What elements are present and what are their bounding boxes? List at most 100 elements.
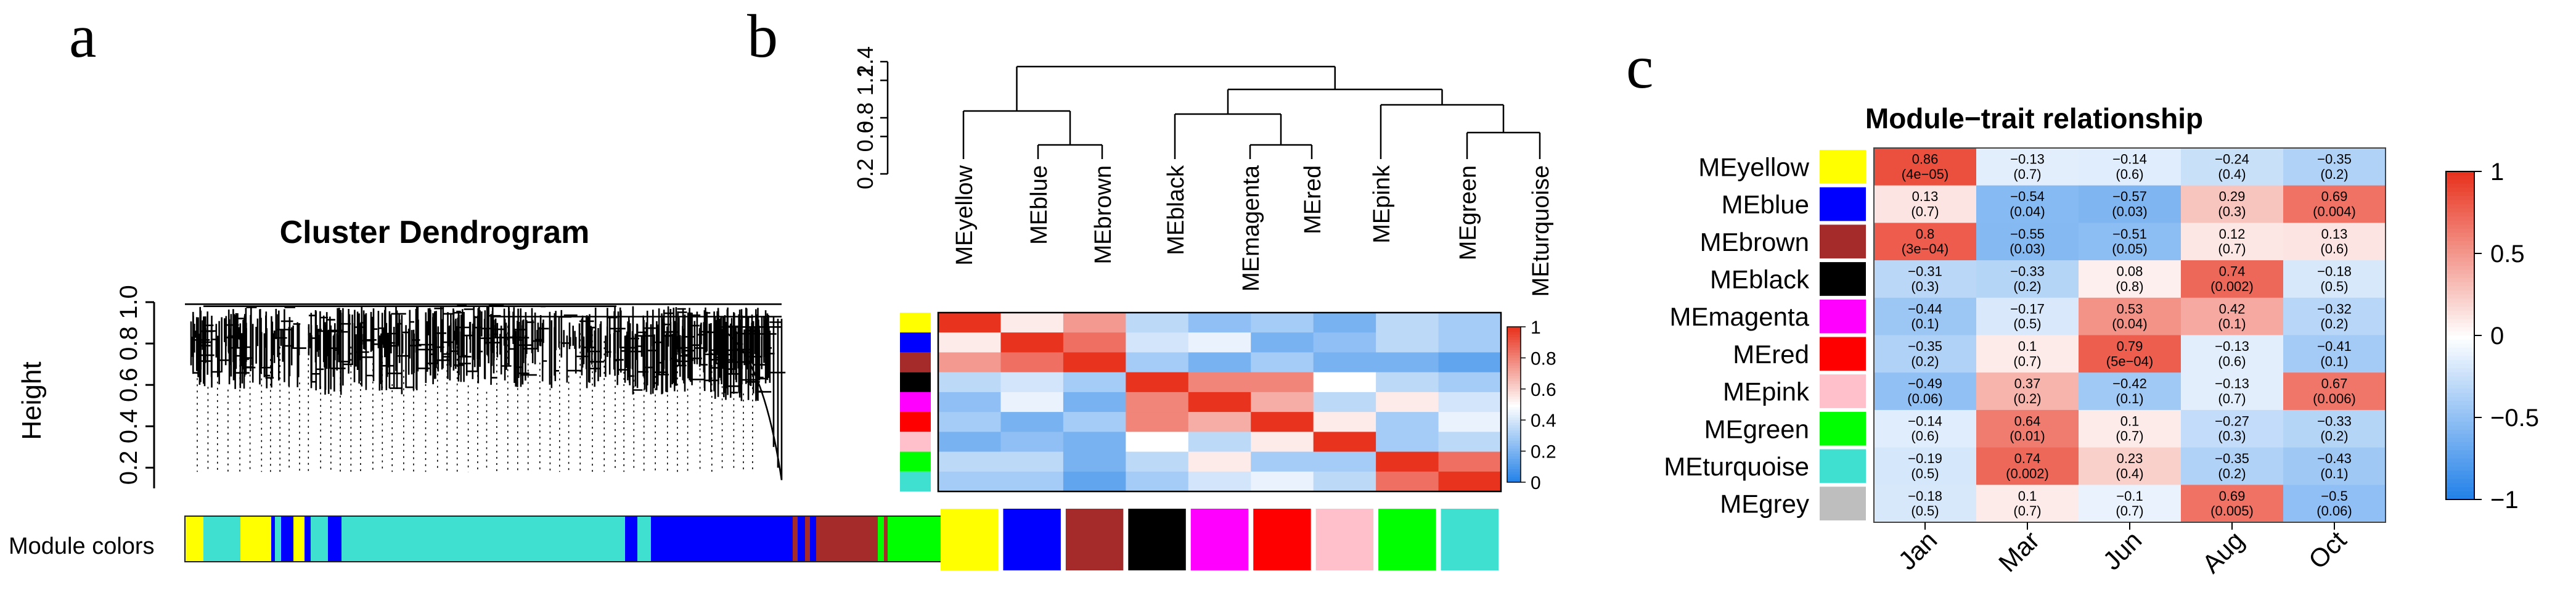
adjacency-colorbar-step: [1507, 438, 1521, 441]
module-trait-pvalue: (0.05): [2112, 241, 2147, 257]
module-trait-correlation: −0.17: [2010, 301, 2045, 316]
adjacency-colorbar-step: [1507, 405, 1521, 408]
adjacency-colorbar-step: [1507, 412, 1521, 416]
adjacency-colorbar-step: [1507, 329, 1521, 332]
adjacency-column-color: [1003, 509, 1061, 570]
correlation-legend-step: [2446, 212, 2474, 217]
adjacency-cell: [1000, 471, 1064, 492]
adjacency-colorbar-step: [1507, 379, 1521, 382]
module-trait-pvalue: (0.7): [2116, 429, 2143, 444]
module-trait-pvalue: (0.6): [2320, 241, 2348, 257]
adjacency-colorbar-step: [1507, 456, 1521, 459]
dendrogram-leaf-drops: [197, 326, 753, 472]
module-color-band: [328, 516, 341, 562]
module-trait-correlation: −0.44: [1908, 301, 1942, 316]
module-row-color: [1820, 299, 1866, 334]
adjacency-cell: [1376, 352, 1439, 373]
module-trait-cell: [2283, 297, 2386, 335]
correlation-legend-step: [2446, 413, 2474, 418]
correlation-legend-step: [2446, 171, 2474, 176]
module-trait-correlation: −0.55: [2010, 226, 2045, 242]
module-trait-pvalue: (3e−04): [1902, 241, 1948, 257]
adjacency-colorbar-step: [1507, 373, 1521, 377]
correlation-legend-step: [2446, 433, 2474, 438]
correlation-legend-step: [2446, 290, 2474, 295]
adjacency-cell: [1063, 313, 1126, 333]
module-trait-cell: [2079, 260, 2181, 298]
adjacency-cell: [1188, 313, 1251, 333]
adjacency-colorbar-step: [1507, 440, 1521, 444]
module-row-color: [1820, 187, 1866, 221]
module-colors-bar: [184, 515, 968, 562]
module-color-band: [878, 516, 884, 562]
module-trait-correlation: −0.18: [1908, 488, 1942, 504]
module-trait-correlation: 0.79: [2117, 339, 2143, 354]
adjacency-colorbar-border: [1507, 326, 1521, 483]
adjacency-cell: [1438, 392, 1502, 413]
adjacency-colorbar-step: [1507, 401, 1521, 405]
module-trait-correlation: 0.12: [2219, 226, 2246, 242]
adjacency-cell: [938, 432, 1001, 453]
adjacency-cell: [1063, 372, 1126, 393]
module-trait-correlation: 0.67: [2321, 376, 2348, 392]
correlation-legend-step: [2446, 388, 2474, 393]
correlation-legend-step: [2446, 470, 2474, 475]
module-trait-correlation: 0.69: [2321, 189, 2348, 204]
adjacency-row-color: [900, 412, 931, 432]
module-trait-correlation: −0.49: [1908, 376, 1942, 392]
adjacency-cell: [1313, 313, 1376, 333]
correlation-legend-step: [2446, 327, 2474, 332]
module-trait-correlation: −0.57: [2112, 189, 2147, 204]
adjacency-column-color: [1378, 509, 1436, 570]
dendro-tick-label: 1.4: [853, 46, 878, 77]
eigengene-leaf-label: MEblack: [1163, 165, 1189, 255]
adjacency-colorbar-step: [1507, 355, 1521, 358]
correlation-legend-step: [2446, 237, 2474, 242]
module-trait-cell: [1874, 447, 1977, 485]
module-trait-cell: [2181, 260, 2284, 298]
adjacency-column-color: [1315, 509, 1374, 570]
correlation-legend-step: [2446, 302, 2474, 308]
correlation-legend-step: [2446, 458, 2474, 463]
adjacency-colorbar-step: [1507, 376, 1521, 379]
adjacency-cell: [1251, 372, 1314, 393]
correlation-legend-step: [2446, 351, 2474, 356]
adjacency-colorbar-step: [1507, 414, 1521, 418]
module-trait-pvalue: (0.7): [2013, 503, 2041, 519]
adjacency-cell: [1126, 451, 1189, 472]
module-trait-correlation: 0.74: [2219, 264, 2246, 279]
correlation-legend-step: [2446, 286, 2474, 291]
adjacency-cell: [1251, 432, 1314, 453]
module-trait-pvalue: (0.1): [2218, 316, 2246, 332]
correlation-legend-step: [2446, 216, 2474, 221]
adjacency-row-color: [900, 352, 931, 372]
eigengene-leaf-label: MEpink: [1369, 165, 1395, 244]
correlation-legend-step: [2446, 491, 2474, 496]
correlation-legend-step: [2446, 175, 2474, 180]
correlation-legend-step: [2446, 475, 2474, 480]
correlation-legend-label: 0.5: [2490, 240, 2525, 268]
adjacency-colorbar-step: [1507, 422, 1521, 426]
module-row-label: MEbrown: [1700, 228, 1809, 257]
module-color-band: [810, 516, 816, 562]
module-trait-correlation: −0.32: [2317, 301, 2352, 316]
adjacency-column-color: [941, 509, 999, 570]
module-trait-pvalue: (0.7): [2116, 503, 2143, 519]
module-trait-cell: [2283, 335, 2386, 373]
adjacency-column-color: [1128, 509, 1186, 570]
correlation-legend-step: [2446, 220, 2474, 226]
module-trait-correlation: 0.53: [2117, 301, 2143, 316]
adjacency-cell: [1063, 412, 1126, 432]
module-trait-correlation: −0.41: [2317, 339, 2352, 354]
module-trait-cell: [2283, 185, 2386, 223]
correlation-legend-label: 0: [2490, 322, 2504, 350]
module-trait-pvalue: (0.04): [2010, 203, 2045, 219]
module-trait-pvalue: (0.005): [2210, 503, 2254, 519]
module-trait-cell: [1874, 335, 1977, 373]
module-trait-pvalue: (0.002): [2006, 466, 2049, 481]
adjacency-cell: [1438, 313, 1502, 333]
eigengene-adjacency-heatmap: [938, 313, 1502, 492]
correlation-legend-step: [2446, 483, 2474, 488]
module-trait-cell: [1874, 260, 1977, 298]
module-trait-title: Module−trait relationship: [1865, 102, 2203, 134]
